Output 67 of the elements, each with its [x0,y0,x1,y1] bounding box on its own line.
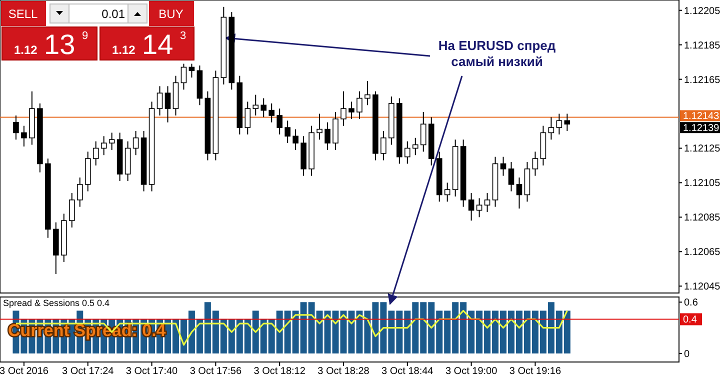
candlestick [13,114,19,140]
annotation: На EURUSD спред самый низкий [438,38,556,69]
candlestick [564,113,570,132]
candlestick [180,63,187,90]
candlestick [348,101,354,120]
candlestick [252,94,259,116]
chart-title: Spread & Sessions 0.5 0.4 [3,298,110,308]
candlestick [468,192,474,222]
x-tick-label: 3 Oct 2016 [0,366,49,377]
candlestick [316,113,322,140]
candlestick [548,116,554,140]
candlestick [444,182,450,202]
candlestick [100,136,107,156]
candlestick [92,140,99,166]
text: 1.12139 [683,123,720,134]
candlestick [276,108,282,135]
annotation: SELL [8,7,38,21]
candlestick [484,192,490,212]
candlestick [532,151,538,176]
x-tick-label: 3 Oct 18:12 [254,366,306,377]
annotation: BUY [158,7,184,21]
x-tick-label: 3 Oct 17:40 [126,366,178,377]
candlestick [21,125,27,147]
candlestick [76,177,83,208]
candlestick [268,102,274,123]
candlestick [420,112,426,152]
x-tick-label: 3 Oct 18:44 [382,366,434,377]
y-tick-label: 1.12045 [684,282,720,293]
y-tick-label: 1.12165 [684,74,720,86]
x-tick-label: 3 Oct 17:56 [190,366,242,377]
candlestick [412,137,418,156]
candlestick [404,140,410,164]
candlestick [244,101,251,135]
candlestick [340,90,346,126]
candlestick [476,198,482,218]
candlestick [324,122,330,150]
y-tick-label: 1.12185 [684,40,720,52]
x-tick-label: 3 Oct 19:00 [445,366,498,377]
y-tick-label: 0 [684,348,690,360]
candlestick [188,63,195,78]
x-tick-label: 3 Oct 19:16 [509,366,562,377]
candlestick [516,177,522,210]
candlestick [68,192,75,228]
ref-line-label: 1.12143 [683,111,720,122]
candlestick [380,130,386,161]
candlestick [556,113,562,135]
candlestick [500,156,506,176]
candlestick [132,130,139,156]
candlestick [508,162,514,192]
candlestick [108,132,115,150]
annotation: 0.01 [102,7,126,21]
candlestick [284,120,290,144]
y-tick-label: 1.12125 [684,144,720,155]
candlestick [156,86,163,116]
y-tick-label: 1.12105 [684,178,720,190]
y-tick-label: 1.12205 [684,6,720,17]
candlestick [260,98,267,118]
y-tick-label: 0.6 [684,298,698,309]
ref-line-label: 0.4 [683,314,698,326]
candlestick [364,80,370,106]
candlestick [292,128,298,150]
x-tick-label: 3 Oct 18:28 [318,366,370,377]
candlestick [356,90,362,120]
y-tick-label: 1.12065 [684,247,720,258]
x-tick-label: 3 Oct 17:24 [62,366,114,377]
candlestick [164,86,171,123]
y-tick-label: 1.12085 [684,212,720,224]
